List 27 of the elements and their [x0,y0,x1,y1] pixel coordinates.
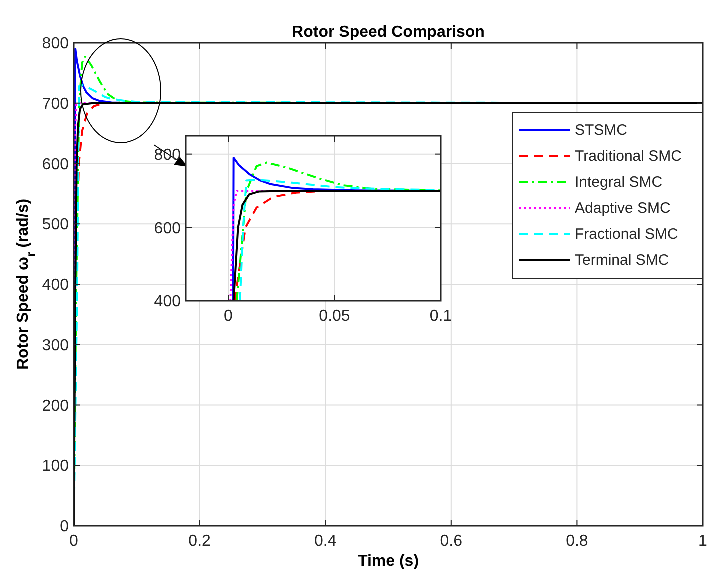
y-tick-label: 400 [154,294,182,311]
x-tick-label: 0 [224,308,234,325]
legend-label: STSMC [575,122,628,139]
x-tick-label: 0.2 [188,533,212,550]
x-tick-label: 0.6 [440,533,463,550]
y-tick-label: 600 [42,156,70,174]
x-tick-label: 0.05 [319,308,350,325]
x-tick-label: 0.8 [566,533,588,550]
y-tick-label: 300 [42,337,70,354]
chart-title: Rotor Speed Comparison [292,24,485,41]
legend-label: Integral SMC [575,174,663,191]
y-tick-label: 500 [42,216,70,234]
y-tick-label: 700 [42,96,70,113]
x-tick-label: 0.4 [314,533,337,550]
y-tick-label: 0 [60,518,70,536]
legend-label: Adaptive SMC [575,200,672,217]
y-tick-label: 600 [154,220,182,238]
x-axis-title: Time (s) [358,553,420,570]
y-tick-label: 100 [42,458,70,476]
y-tick-label: 400 [42,277,70,294]
x-tick-label: 0.1 [430,308,452,325]
legend-label: Fractional SMC [575,226,679,243]
legend-label: Traditional SMC [575,148,682,165]
y-tick-label: 800 [42,36,70,53]
x-tick-label: 1 [698,533,708,550]
legend-label: Terminal SMC [575,252,670,269]
y-tick-label: 200 [42,398,70,415]
